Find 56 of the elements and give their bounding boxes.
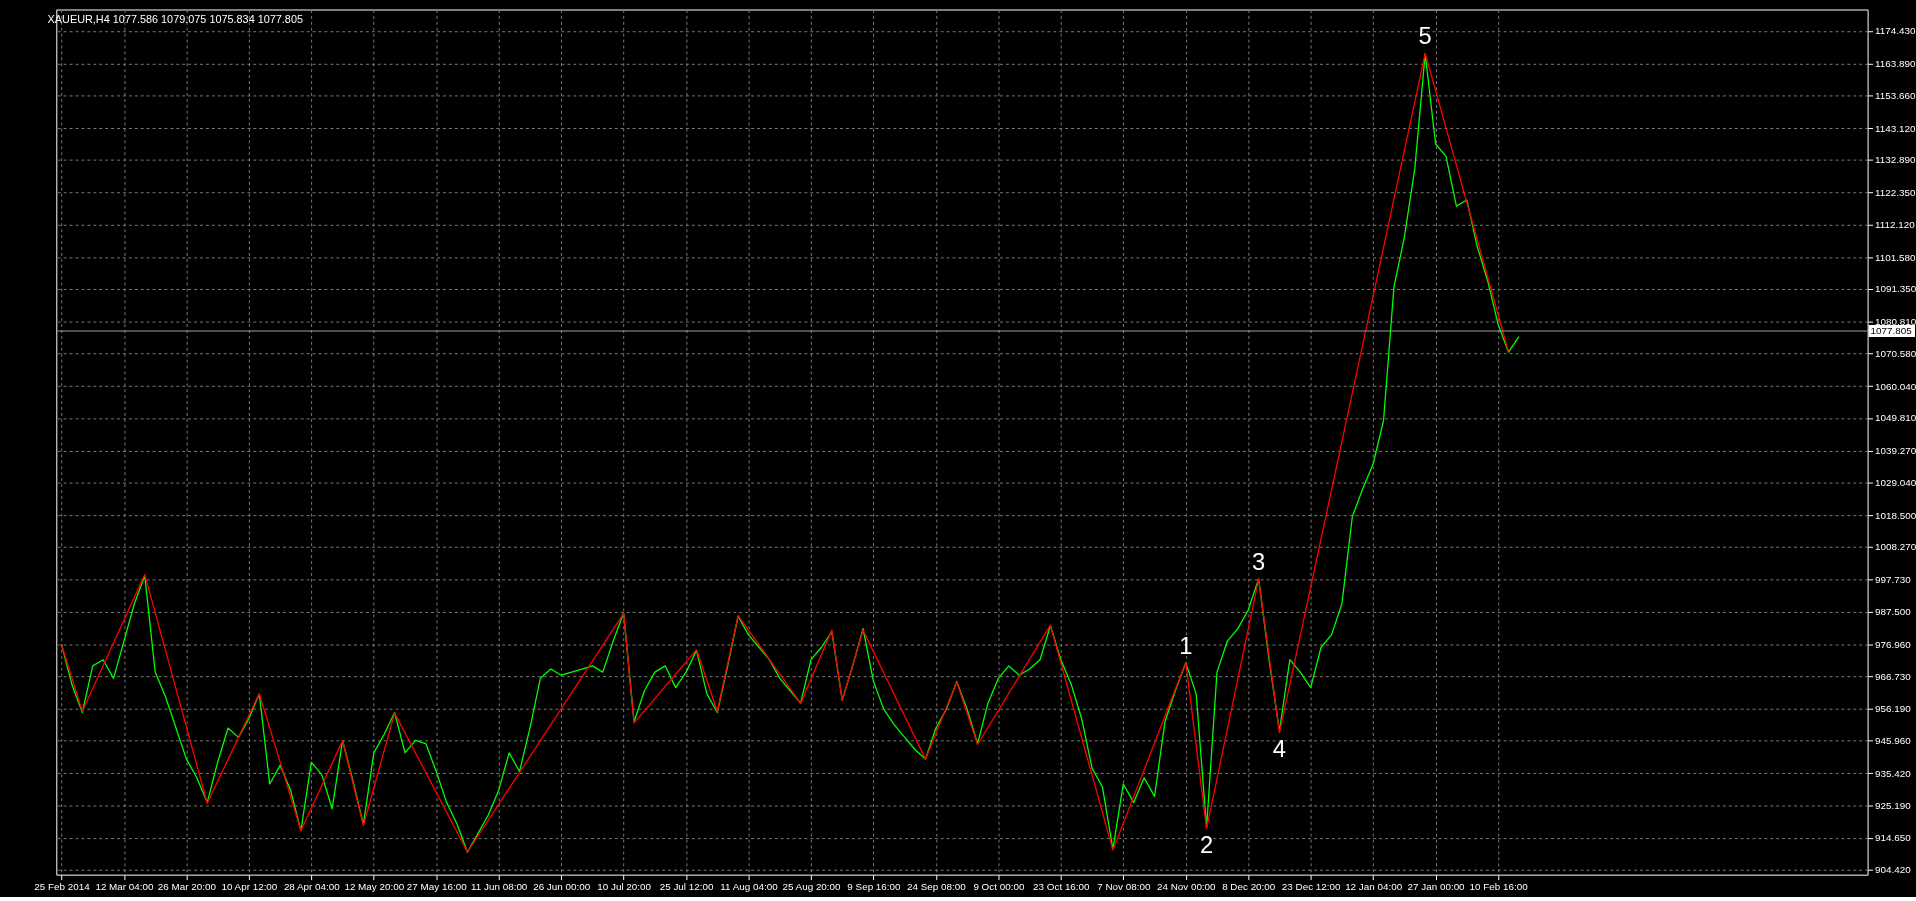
x-tick-label: 25 Aug 20:00 [782, 880, 842, 892]
y-tick-label: 1070.580 [1875, 347, 1916, 359]
x-tick-label: 26 Mar 20:00 [157, 880, 217, 892]
y-tick-label: 987.500 [1875, 606, 1912, 617]
x-tick-label: 23 Oct 16:00 [1033, 880, 1091, 892]
y-tick-label: 1163.890 [1875, 58, 1916, 70]
y-tick-label: 1029.040 [1875, 476, 1916, 488]
y-tick-label: 1008.270 [1875, 541, 1916, 553]
y-tick-label: 1049.810 [1875, 412, 1916, 424]
annotation: 5 [1418, 23, 1432, 50]
y-tick-label: 945.960 [1875, 735, 1912, 747]
x-tick-label: 25 Feb 2014 [34, 880, 91, 892]
annotation: 4 [1272, 736, 1287, 763]
x-tick-label: 10 Jul 20:00 [597, 880, 652, 892]
y-tick-label: 1174.430 [1875, 25, 1916, 37]
x-tick-label: 23 Dec 12:00 [1281, 880, 1342, 892]
y-tick-label: 1153.660 [1875, 89, 1916, 101]
x-tick-label: 8 Dec 20:00 [1222, 880, 1276, 892]
y-tick-label: 1122.350 [1875, 187, 1916, 199]
annotation: 1 [1179, 632, 1193, 659]
y-tick-label: 1112.120 [1875, 218, 1916, 230]
y-tick-label: 976.960 [1875, 638, 1912, 650]
x-tick-label: 24 Nov 00:00 [1156, 880, 1217, 892]
x-tick-label: 10 Apr 12:00 [221, 880, 278, 892]
x-tick-label: 12 Mar 04:00 [95, 880, 155, 892]
x-tick-label: 12 Jan 04:00 [1345, 880, 1403, 892]
y-tick-label: 1060.040 [1875, 380, 1916, 392]
x-tick-label: 9 Oct 00:00 [973, 880, 1025, 892]
y-tick-label: 904.420 [1875, 864, 1912, 876]
y-tick-label: 914.650 [1875, 832, 1912, 844]
x-tick-label: 25 Jul 12:00 [659, 880, 714, 892]
x-tick-label: 28 Apr 04:00 [283, 880, 341, 892]
y-tick-label: 1039.270 [1875, 445, 1916, 457]
y-tick-label: 956.190 [1875, 703, 1912, 715]
y-tick-label: 1101.580 [1875, 251, 1916, 263]
annotation: 3 [1252, 549, 1266, 576]
x-tick-label: 26 Jun 00:00 [533, 880, 591, 892]
x-tick-label: 27 Jan 00:00 [1407, 880, 1466, 892]
x-tick-label: 27 May 16:00 [406, 880, 468, 892]
y-tick-label: 966.730 [1875, 670, 1912, 682]
y-tick-label: 997.730 [1875, 574, 1912, 586]
x-tick-label: 24 Sep 08:00 [907, 880, 967, 892]
x-tick-label: 9 Sep 16:00 [847, 880, 902, 892]
y-tick-label: 1132.890 [1875, 154, 1916, 166]
x-tick-label: 10 Feb 16:00 [1469, 880, 1529, 892]
x-tick-label: 11 Aug 04:00 [720, 880, 779, 892]
x-tick-label: 7 Nov 08:00 [1097, 880, 1151, 892]
y-tick-label: 1091.350 [1875, 283, 1916, 295]
x-tick-label: 12 May 20:00 [344, 880, 405, 892]
annotation: 2 [1199, 832, 1214, 859]
y-tick-label: 925.190 [1875, 799, 1912, 811]
ref-line-label: 1077.805 [1870, 324, 1913, 336]
y-tick-label: 1143.120 [1875, 122, 1916, 134]
y-tick-label: 1018.500 [1875, 509, 1916, 521]
y-tick-label: 935.420 [1875, 767, 1912, 779]
x-tick-label: 11 Jun 08:00 [471, 880, 528, 892]
